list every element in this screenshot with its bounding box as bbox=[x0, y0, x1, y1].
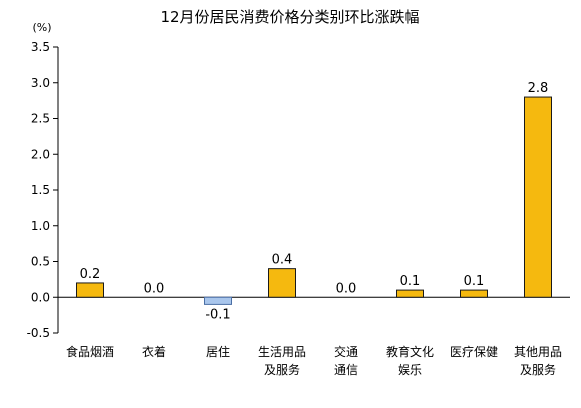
category-label: 娱乐 bbox=[398, 363, 422, 377]
bar-value-label: 2.8 bbox=[528, 81, 549, 96]
bar-value-label: 0.1 bbox=[400, 274, 421, 289]
category-label: 医疗保健 bbox=[450, 345, 498, 359]
y-tick-label: 3.5 bbox=[31, 40, 50, 54]
category-label: 生活用品 bbox=[258, 345, 306, 359]
y-axis-unit-label: (%) bbox=[32, 21, 51, 34]
bar-value-label: 0.1 bbox=[464, 274, 485, 289]
bar bbox=[460, 289, 488, 298]
bar-value-label: 0.2 bbox=[80, 267, 101, 282]
bar-layer bbox=[76, 96, 552, 305]
y-tick-label: 0.0 bbox=[31, 290, 50, 304]
y-tick-label: 0.5 bbox=[31, 255, 50, 269]
bar-value-label: 0.0 bbox=[336, 281, 357, 296]
category-label: 其他用品 bbox=[514, 345, 562, 359]
bar-value-label: 0.0 bbox=[144, 281, 165, 296]
category-label: 及服务 bbox=[264, 362, 300, 377]
chart-title: 12月份居民消费价格分类别环比涨跌幅 bbox=[160, 8, 419, 26]
category-label: 食品烟酒 bbox=[66, 344, 114, 359]
category-label: 居住 bbox=[206, 345, 230, 359]
bar bbox=[524, 96, 552, 298]
y-tick-label: -0.5 bbox=[27, 326, 50, 340]
bar bbox=[268, 268, 296, 298]
bar bbox=[396, 289, 424, 298]
y-tick-label: 1.0 bbox=[31, 219, 50, 233]
bar-value-label: 0.4 bbox=[272, 253, 293, 268]
category-label: 通信 bbox=[334, 363, 358, 377]
y-tick-label: 3.0 bbox=[31, 76, 50, 90]
bar-value-label: -0.1 bbox=[205, 307, 230, 322]
y-tick-label: 1.5 bbox=[31, 183, 50, 197]
category-label: 衣着 bbox=[142, 344, 166, 359]
bar bbox=[76, 282, 104, 298]
category-label: 交通 bbox=[334, 344, 358, 359]
category-label: 教育文化 bbox=[386, 344, 434, 359]
y-tick-label: 2.0 bbox=[31, 147, 50, 161]
y-tick-label: 2.5 bbox=[31, 112, 50, 126]
axis-layer: -0.5 0.0 0.5 1.0 1.5 2.0 2.5 3.0 3.5 bbox=[27, 40, 570, 340]
bar bbox=[204, 296, 232, 305]
category-label: 及服务 bbox=[520, 362, 556, 377]
